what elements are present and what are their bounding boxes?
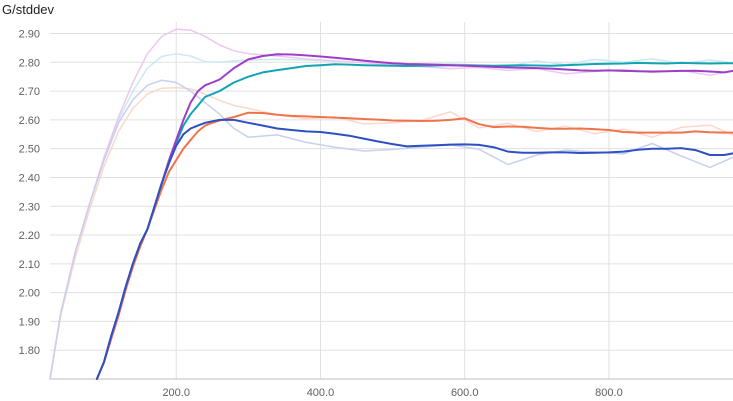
y-tick-label: 2.00 (19, 288, 40, 300)
y-tick-label: 2.70 (19, 86, 40, 98)
raw-series-line (49, 52, 733, 380)
smoothed-series-line (95, 111, 733, 380)
smoothed-series-line (95, 61, 733, 380)
smoothed-series-lines (95, 53, 733, 380)
y-tick-label: 2.40 (19, 172, 40, 184)
y-tick-label: 2.90 (19, 29, 40, 41)
raw-series-line (49, 28, 733, 380)
raw-series-lines (49, 28, 733, 380)
chart-title: G/stddev (2, 2, 55, 17)
y-tick-label: 2.60 (19, 115, 40, 127)
smoothed-series-line (95, 53, 733, 380)
raw-series-line (49, 79, 733, 380)
x-tick-label: 600.0 (451, 387, 479, 399)
x-tick-label: 400.0 (307, 387, 335, 399)
y-tick-label: 2.10 (19, 259, 40, 271)
y-tick-label: 1.80 (19, 345, 40, 357)
y-tick-label: 2.20 (19, 230, 40, 242)
y-tick-label: 2.30 (19, 201, 40, 213)
smoothed-series-line (95, 118, 733, 380)
y-tick-label: 2.80 (19, 57, 40, 69)
y-tick-label: 2.50 (19, 144, 40, 156)
x-tick-label: 200.0 (162, 387, 190, 399)
grid-lines (50, 22, 733, 380)
x-tick-label: 800.0 (595, 387, 623, 399)
tick-labels: 1.80 1.90 2.00 2.10 2.20 2.30 2.40 2.50 2.60 2.70… (19, 29, 623, 399)
y-tick-label: 1.90 (19, 316, 40, 328)
